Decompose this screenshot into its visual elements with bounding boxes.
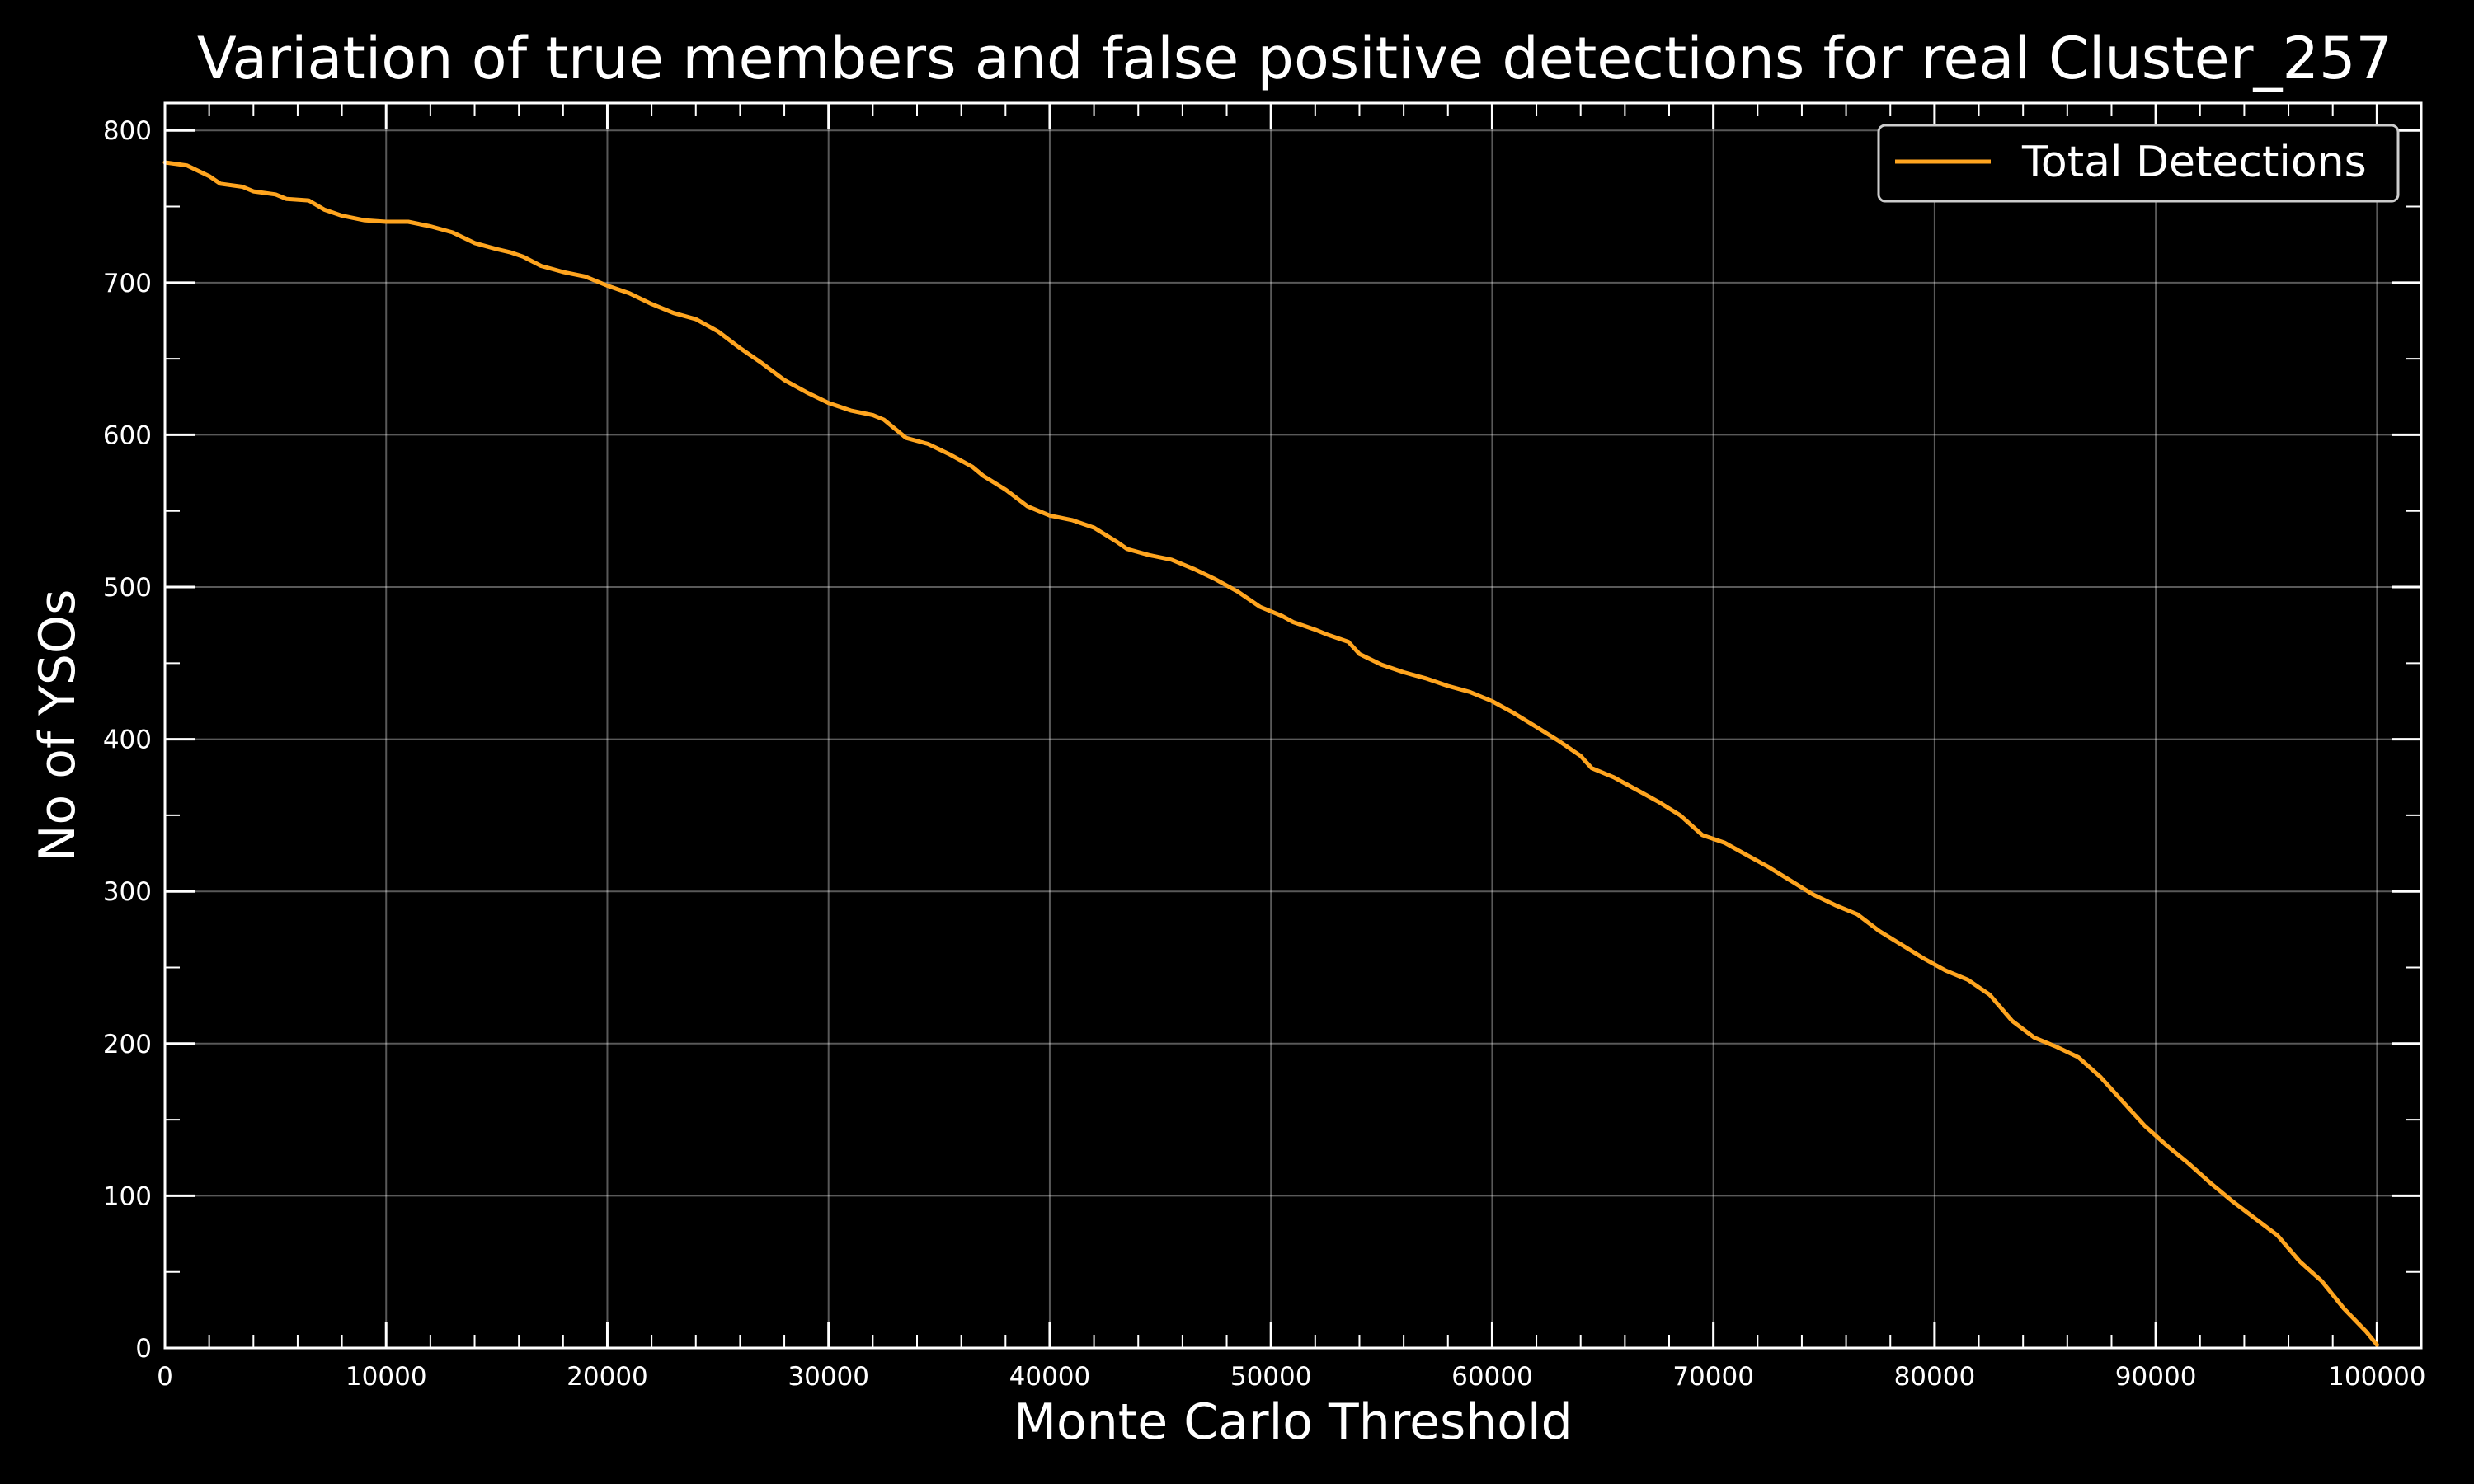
- series-line-total-detections: [162, 160, 2379, 1347]
- x-tick-label: 40000: [1009, 1362, 1091, 1392]
- y-tick-label: 0: [135, 1334, 152, 1364]
- legend-label-total-detections: Total Detections: [2021, 138, 2367, 187]
- x-axis-label: Monte Carlo Threshold: [1014, 1393, 1573, 1451]
- series-lines: [162, 160, 2379, 1347]
- y-tick-label: 100: [103, 1181, 152, 1211]
- x-tick-label: 0: [157, 1362, 173, 1392]
- x-tick-label: 20000: [567, 1362, 648, 1392]
- y-tick-label: 300: [103, 877, 152, 907]
- y-tick-label: 400: [103, 726, 152, 755]
- chart-title: Variation of true members and false posi…: [197, 25, 2392, 92]
- x-tick-label: 100000: [2328, 1362, 2425, 1392]
- y-tick-labels: 0 100 200 300 400 500 600 700 800: [103, 116, 152, 1364]
- y-tick-label: 200: [103, 1030, 152, 1059]
- x-tick-label: 70000: [1672, 1362, 1754, 1392]
- y-axis-label: No of YSOs: [29, 589, 87, 862]
- x-tick-label: 30000: [788, 1362, 869, 1392]
- legend: Total Detections: [1877, 124, 2400, 203]
- y-tick-label: 700: [103, 269, 152, 298]
- plot-frame: [163, 101, 2423, 1350]
- x-tick-label: 50000: [1230, 1362, 1312, 1392]
- legend-box: [1877, 124, 2400, 203]
- x-tick-labels: 0 10000 20000 30000 40000 50000 60000 70000 8000…: [157, 1362, 2425, 1392]
- y-tick-label: 600: [103, 420, 152, 450]
- x-tick-label: 60000: [1451, 1362, 1533, 1392]
- x-tick-label: 90000: [2115, 1362, 2197, 1392]
- y-tick-label: 800: [103, 116, 152, 146]
- x-tick-label: 10000: [346, 1362, 427, 1392]
- y-tick-label: 500: [103, 573, 152, 603]
- x-tick-label: 80000: [1894, 1362, 1976, 1392]
